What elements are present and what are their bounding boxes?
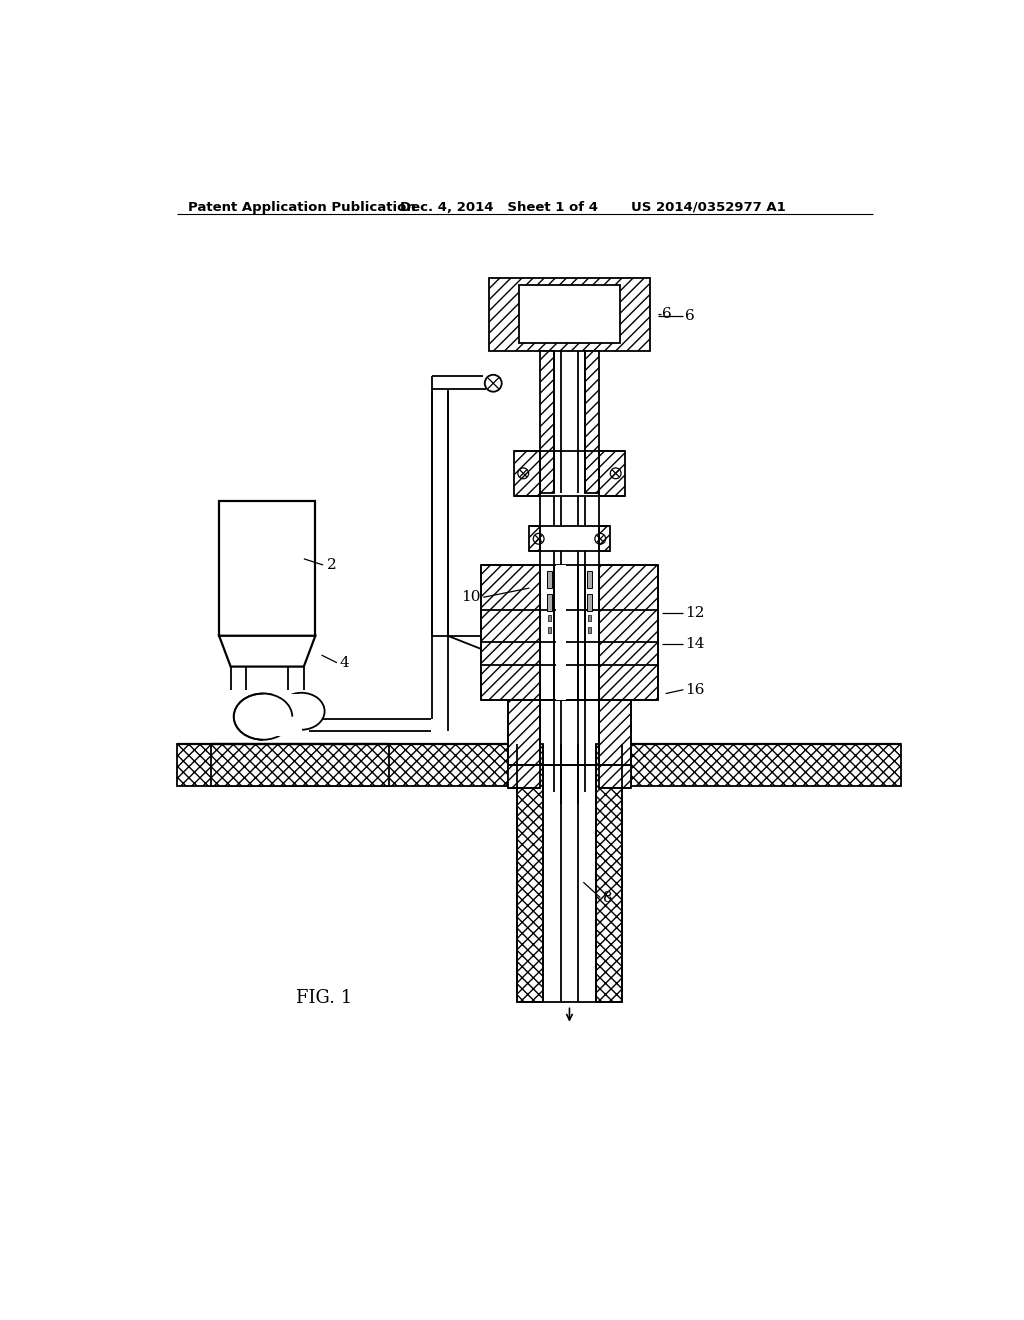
Bar [596, 743, 622, 1002]
Text: 12: 12 [685, 606, 705, 619]
Bar [585, 351, 599, 494]
Text: 6: 6 [685, 309, 694, 323]
Bar [529, 527, 541, 552]
Bar [599, 451, 625, 495]
Bar [547, 594, 552, 611]
Text: 16: 16 [685, 682, 705, 697]
Bar [599, 565, 658, 700]
Text: Patent Application Publication: Patent Application Publication [188, 201, 416, 214]
Text: FIG. 1: FIG. 1 [296, 989, 352, 1007]
Bar [517, 743, 543, 1002]
Ellipse shape [272, 696, 323, 738]
Bar [263, 693, 301, 737]
Bar [508, 700, 541, 766]
Bar [481, 565, 541, 700]
Bar [599, 527, 609, 552]
Text: 10: 10 [462, 590, 481, 605]
Bar [177, 743, 508, 785]
Text: 4: 4 [340, 656, 350, 669]
Bar [519, 285, 620, 343]
Text: Dec. 4, 2014   Sheet 1 of 4: Dec. 4, 2014 Sheet 1 of 4 [400, 201, 598, 214]
Bar [599, 700, 631, 766]
Bar [587, 572, 592, 589]
Bar [588, 615, 591, 622]
Text: 8: 8 [602, 891, 612, 904]
Polygon shape [599, 766, 631, 788]
Bar [556, 565, 566, 700]
Bar [588, 627, 591, 632]
Bar [547, 572, 552, 589]
Bar [488, 277, 650, 351]
Polygon shape [219, 636, 315, 667]
Bar [514, 451, 541, 495]
Bar [211, 743, 388, 785]
Ellipse shape [279, 693, 325, 730]
Ellipse shape [224, 692, 286, 742]
Bar [587, 594, 592, 611]
Bar [631, 743, 900, 785]
Bar [548, 615, 551, 622]
Text: 6: 6 [662, 308, 672, 321]
Bar [548, 627, 551, 632]
Text: 14: 14 [685, 636, 705, 651]
Text: US 2014/0352977 A1: US 2014/0352977 A1 [631, 201, 785, 214]
Ellipse shape [233, 693, 292, 739]
Polygon shape [508, 766, 541, 788]
Bar [541, 351, 554, 494]
Text: 2: 2 [327, 558, 337, 572]
Bar [219, 502, 315, 636]
